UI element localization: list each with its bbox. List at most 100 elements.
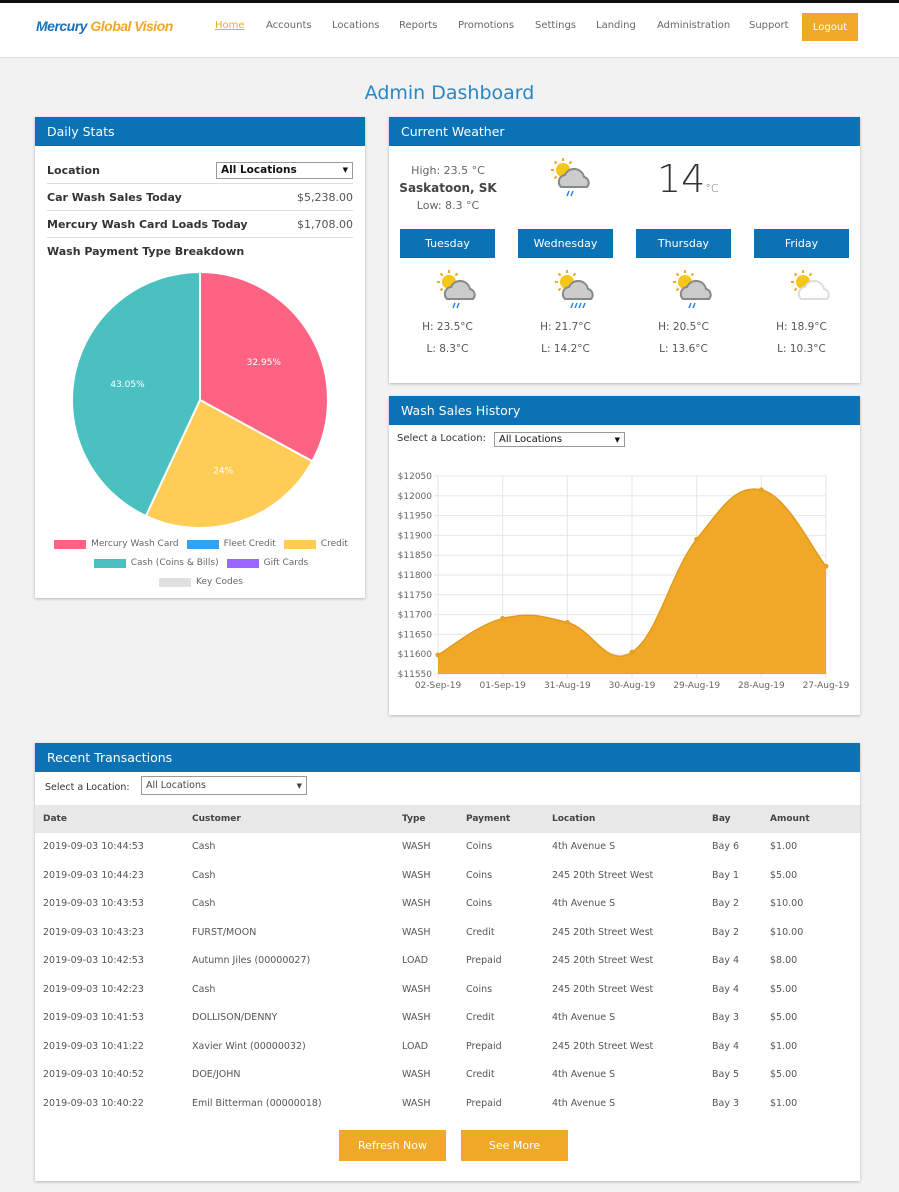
cell-location: 245 20th Street West [552,869,654,881]
cell-date: 2019-09-03 10:43:53 [43,898,144,909]
y-tick-label: $11800 [398,571,433,581]
table-row[interactable]: 2019-09-03 10:42:53 Autumn Jiles (000000… [35,955,860,975]
current-temp: 14°C [657,157,719,201]
column-header-date[interactable]: Date [43,814,67,824]
panel-header: Wash Sales History [389,396,860,425]
legend-item[interactable]: Gift Cards [226,555,308,572]
recent-location-select[interactable]: All Locations ▼ [141,776,307,795]
cell-payment: Prepaid [466,1040,502,1052]
nav-link-reports[interactable]: Reports [399,20,438,31]
cell-payment: Coins [466,898,493,909]
table-row[interactable]: 2019-09-03 10:42:23 Cash WASH Coins 245 20th… [35,984,860,1004]
see-more-button[interactable]: See More [461,1130,568,1161]
table-row[interactable]: 2019-09-03 10:44:23 Cash WASH Coins 245 20th… [35,870,860,890]
forecast-day-friday[interactable]: Friday [754,229,849,258]
select-value: All Locations [146,780,206,791]
data-point[interactable] [758,487,764,493]
data-point[interactable] [694,536,700,542]
nav-link-landing[interactable]: Landing [596,20,636,31]
cell-bay: Bay 3 [712,1097,740,1109]
legend-item[interactable]: Credit [283,536,348,553]
pie-slice[interactable] [199,270,329,463]
low-temp: Low: 8.3 °C [416,199,480,212]
cell-type: WASH [402,926,431,938]
table-row[interactable]: 2019-09-03 10:40:52 DOE/JOHN WASH Credit 4th… [35,1069,860,1089]
cell-customer: Cash [192,841,216,852]
table-row[interactable]: 2019-09-03 10:44:53 Cash WASH Coins 4th Aven… [35,841,860,861]
legend-item[interactable]: Mercury Wash Card [54,536,179,553]
nav-link-administration[interactable]: Administration [657,20,731,31]
legend-item[interactable]: Cash (Coins & Bills) [93,555,219,572]
cell-location: 4th Avenue S [552,1097,616,1109]
data-point[interactable] [564,620,570,626]
table-row[interactable]: 2019-09-03 10:41:53 DOLLISON/DENNY WASH Cre… [35,1012,860,1032]
column-header-type[interactable]: Type [402,814,426,824]
table-row[interactable]: 2019-09-03 10:40:22 Emil Bitterman (0000… [35,1098,860,1118]
breakdown-label: Wash Payment Type Breakdown [47,244,245,258]
column-header-amount[interactable]: Amount [770,814,810,824]
cell-bay: Bay 2 [712,926,740,938]
column-header-customer[interactable]: Customer [192,814,241,824]
recent-transactions-panel: Recent Transactions Select a Location: A… [35,743,860,1181]
forecast-high: H: 20.5°C [658,321,709,333]
legend-item[interactable]: Fleet Credit [186,536,276,553]
legend-swatch [283,540,316,549]
pie-slice-label: 24% [213,467,233,477]
weather-panel: Current Weather High: 23.5 °C Saskatoon,… [389,117,860,383]
temp-unit: °C [705,182,719,195]
nav-link-accounts[interactable]: Accounts [266,20,312,31]
logout-button[interactable]: Logout [802,13,858,41]
y-tick-label: $11700 [398,611,433,621]
pie-legend: Mercury Wash Card Fleet Credit Credit Cash … [50,536,360,593]
forecast-low: L: 10.3°C [777,343,826,355]
table-row[interactable]: 2019-09-03 10:43:23 FURST/MOON WASH Credit 2… [35,927,860,947]
data-point[interactable] [823,563,829,569]
cell-amount: $1.00 [770,1040,798,1052]
legend-swatch [54,540,87,549]
cell-bay: Bay 4 [712,983,740,995]
column-header-location[interactable]: Location [552,814,596,824]
cell-customer: Autumn Jiles (00000027) [192,955,311,966]
table-row[interactable]: 2019-09-03 10:43:53 Cash WASH Coins 4th Aven… [35,898,860,918]
nav-link-home[interactable]: Home [215,20,245,31]
cell-amount: $5.00 [770,983,798,995]
cell-date: 2019-09-03 10:40:22 [43,1097,144,1109]
pie-slice[interactable] [144,398,314,529]
forecast-day-tuesday[interactable]: Tuesday [400,229,495,258]
table-row[interactable]: 2019-09-03 10:41:22 Xavier Wint (0000003… [35,1041,860,1061]
select-value: All Locations [221,164,297,176]
logo[interactable]: Mercury Global Vision [36,18,173,34]
cell-payment: Prepaid [466,1097,502,1109]
nav-link-promotions[interactable]: Promotions [458,20,515,31]
city-name: Saskatoon, SK [399,181,497,195]
data-point[interactable] [629,649,635,655]
history-location-select[interactable]: All Locations ▼ [494,432,625,447]
y-tick-label: $12000 [398,492,433,502]
panel-header: Daily Stats [35,117,365,146]
data-point[interactable] [435,652,441,658]
cell-bay: Bay 6 [712,841,740,852]
temp-value: 14 [657,157,706,201]
nav-link-locations[interactable]: Locations [332,20,380,31]
nav-link-support[interactable]: Support [749,20,789,31]
dropdown-arrow-icon: ▼ [614,435,620,444]
cell-bay: Bay 4 [712,955,740,966]
page-title: Admin Dashboard [364,82,535,104]
data-point[interactable] [500,616,506,622]
cell-type: WASH [402,1069,431,1080]
column-header-payment[interactable]: Payment [466,814,511,824]
y-tick-label: $12050 [398,472,433,482]
location-select[interactable]: All Locations ▼ [216,161,353,179]
refresh-now-button[interactable]: Refresh Now [339,1130,446,1161]
column-header-bay[interactable]: Bay [712,814,731,824]
forecast-day-wednesday[interactable]: Wednesday [518,229,613,258]
cell-customer: Cash [192,898,216,909]
forecast-day-thursday[interactable]: Thursday [636,229,731,258]
cell-amount: $5.00 [770,1012,798,1023]
pie-slice[interactable] [71,270,201,518]
x-tick-label: 29-Aug-19 [673,681,720,691]
nav-link-settings[interactable]: Settings [535,20,577,31]
y-tick-label: $11950 [398,512,433,522]
legend-item[interactable]: Key Codes [159,574,243,591]
forecast-high: H: 18.9°C [776,321,827,333]
